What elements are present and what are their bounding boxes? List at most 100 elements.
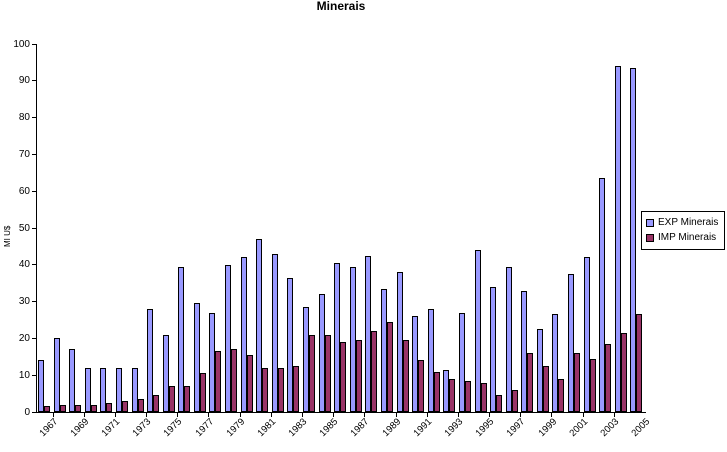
bar-exp-1983 xyxy=(287,278,294,412)
chart-title: Minerais xyxy=(316,0,366,13)
y-tick-mark xyxy=(32,190,36,192)
x-tick-label: 1981 xyxy=(255,416,279,440)
bar-imp-1986 xyxy=(340,342,347,412)
x-tick-mark xyxy=(270,413,272,417)
bar-exp-1994 xyxy=(458,313,465,412)
bar-imp-1970 xyxy=(90,405,97,412)
bar-imp-1982 xyxy=(277,368,284,412)
imp-series-swatch-icon xyxy=(646,233,654,242)
bar-imp-1981 xyxy=(262,368,269,412)
bar-exp-1979 xyxy=(225,265,232,412)
bar-exp-1981 xyxy=(256,239,263,412)
plot-area xyxy=(37,44,645,412)
bar-exp-2003 xyxy=(599,178,606,412)
x-tick-mark xyxy=(208,413,210,417)
bar-imp-1994 xyxy=(464,381,471,412)
bar-imp-2004 xyxy=(620,333,627,412)
bar-exp-1976 xyxy=(178,267,185,412)
bar-imp-1996 xyxy=(496,395,503,412)
y-tick-mark xyxy=(32,264,36,266)
x-tick-label: 1999 xyxy=(536,416,559,440)
y-tick-mark xyxy=(32,80,36,82)
legend-label-exp: EXP Minerais xyxy=(658,217,719,228)
bar-imp-2000 xyxy=(558,379,565,412)
bar-exp-1980 xyxy=(240,257,247,412)
bar-exp-2004 xyxy=(614,66,621,412)
bar-imp-2001 xyxy=(574,353,581,412)
bar-exp-1970 xyxy=(84,368,91,412)
y-axis-line xyxy=(36,44,37,413)
x-tick-mark xyxy=(83,413,85,417)
bar-exp-1984 xyxy=(303,307,310,412)
bar-exp-2005 xyxy=(630,68,637,412)
legend-item-imp: IMP Minerais xyxy=(646,230,720,245)
x-tick-mark xyxy=(613,413,615,417)
bar-exp-1995 xyxy=(474,250,481,412)
x-tick-label: 1977 xyxy=(193,416,216,440)
bar-imp-1980 xyxy=(246,355,253,412)
bar-imp-1993 xyxy=(449,379,456,412)
bar-exp-1998 xyxy=(521,291,528,412)
y-tick-mark xyxy=(32,301,36,303)
y-tick-mark xyxy=(32,337,36,339)
x-tick-label: 1967 xyxy=(37,416,60,440)
legend-label-imp: IMP Minerais xyxy=(658,232,717,243)
x-tick-mark xyxy=(457,413,459,417)
y-tick-label: 0 xyxy=(24,406,30,418)
x-tick-mark xyxy=(333,413,335,417)
bar-exp-1978 xyxy=(209,313,216,412)
y-tick-mark xyxy=(32,374,36,376)
x-tick-label: 1995 xyxy=(473,416,497,440)
x-tick-label: 1969 xyxy=(68,416,92,440)
bar-imp-2003 xyxy=(605,344,612,412)
x-tick-label: 1973 xyxy=(130,416,154,440)
bar-imp-1971 xyxy=(106,403,113,412)
x-tick-label: 1983 xyxy=(286,416,310,440)
bar-exp-1971 xyxy=(100,368,107,412)
bar-imp-1974 xyxy=(153,395,160,412)
y-tick-label: 90 xyxy=(18,75,30,87)
bar-imp-1979 xyxy=(231,349,238,412)
bar-exp-1996 xyxy=(490,287,497,412)
bar-exp-1977 xyxy=(193,303,200,412)
bar-imp-1983 xyxy=(293,366,300,412)
x-tick-mark xyxy=(177,413,179,417)
y-tick-mark xyxy=(32,411,36,413)
bar-imp-1985 xyxy=(324,335,331,412)
bar-imp-1998 xyxy=(527,353,534,412)
bar-imp-1973 xyxy=(137,399,144,412)
bar-exp-1999 xyxy=(536,329,543,412)
x-tick-mark xyxy=(302,413,304,417)
bar-exp-1972 xyxy=(115,368,122,412)
x-tick-label: 1993 xyxy=(442,416,466,440)
bar-exp-1990 xyxy=(396,272,403,412)
x-tick-mark xyxy=(426,413,428,417)
bar-imp-1999 xyxy=(542,366,549,412)
bar-imp-1972 xyxy=(121,401,128,412)
bar-imp-1991 xyxy=(418,360,425,412)
bar-exp-1975 xyxy=(162,335,169,412)
bar-imp-1978 xyxy=(215,351,222,412)
y-tick-label: 10 xyxy=(18,369,30,381)
x-tick-mark xyxy=(489,413,491,417)
x-tick-label: 2003 xyxy=(598,416,622,440)
bar-imp-1988 xyxy=(371,331,378,412)
x-axis-line xyxy=(36,412,646,413)
y-tick-label: 50 xyxy=(18,222,30,234)
bar-exp-1969 xyxy=(69,349,76,412)
bar-imp-1987 xyxy=(355,340,362,412)
bar-exp-1993 xyxy=(443,370,450,412)
legend-item-exp: EXP Minerais xyxy=(646,215,720,230)
exp-series-swatch-icon xyxy=(646,218,654,227)
x-tick-label: 1971 xyxy=(99,416,123,440)
x-tick-mark xyxy=(146,413,148,417)
bar-exp-2000 xyxy=(552,314,559,412)
x-tick-label: 2001 xyxy=(567,416,590,440)
x-tick-mark xyxy=(551,413,553,417)
y-tick-label: 20 xyxy=(18,332,30,344)
bar-imp-1995 xyxy=(480,383,487,412)
bar-imp-2005 xyxy=(636,314,643,412)
bar-exp-1973 xyxy=(131,368,138,412)
legend: EXP Minerais IMP Minerais xyxy=(641,211,725,250)
x-tick-mark xyxy=(582,413,584,417)
